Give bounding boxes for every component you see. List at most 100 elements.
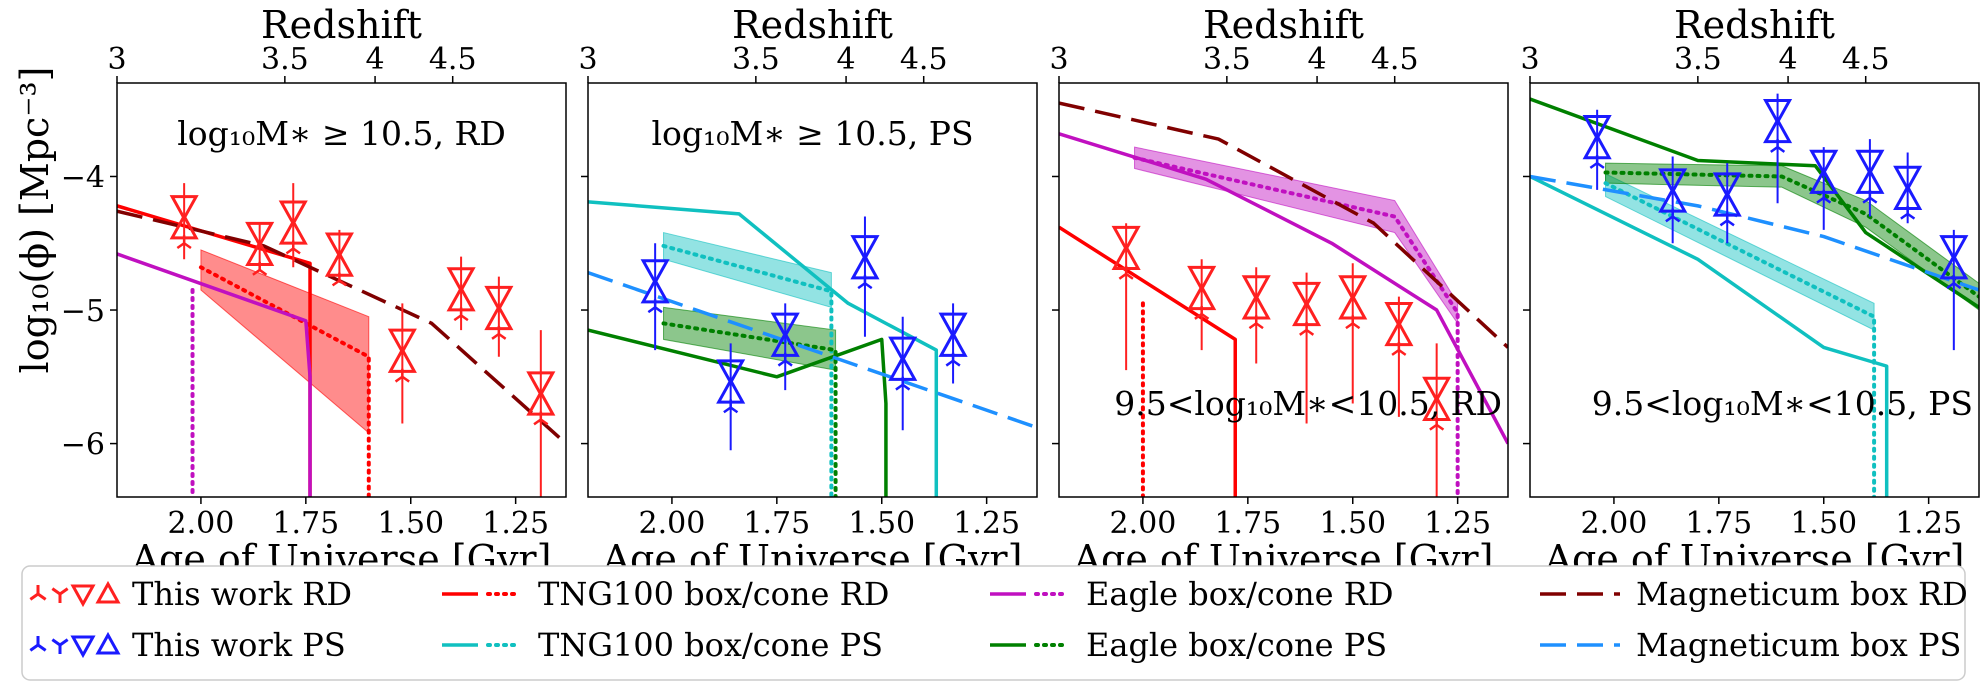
data-point: [1111, 223, 1141, 371]
plot-area: [117, 183, 566, 497]
x-tick-label: 1.75: [743, 506, 810, 541]
marker-tri-down: [1248, 315, 1264, 330]
marker-tri-down: [1391, 342, 1407, 356]
top-tick-label: 4.5: [429, 42, 477, 77]
marker-tri-down: [1589, 155, 1605, 169]
marker-triangle-down: [770, 312, 800, 339]
data-point: [1384, 296, 1414, 417]
legend: This work RD TNG100 box/cone RD Eagle box/…: [21, 565, 1968, 681]
marker-tri-down: [1816, 189, 1832, 204]
data-point: [324, 229, 354, 287]
x-tick-label: 1.75: [272, 506, 339, 541]
plot-area: [1059, 101, 1508, 497]
marker-triangle-down: [245, 221, 275, 249]
marker-tri-down: [1900, 205, 1916, 220]
data-point: [1241, 267, 1271, 364]
marker-tri-down: [491, 326, 507, 340]
marker-triangle-down: [888, 336, 918, 363]
panel-annotation: log₁₀M∗ ≥ 10.5, RD: [177, 114, 506, 153]
data-point: [888, 316, 918, 431]
data-point: [938, 303, 968, 384]
marker-tri-down: [1118, 265, 1134, 280]
data-point: [716, 343, 746, 451]
legend-label: Eagle box/cone PS: [1086, 626, 1387, 664]
top-tick-label: 3.5: [1203, 42, 1251, 77]
top-tick-label: 3: [107, 42, 126, 77]
legend-marker-triangle-up: [95, 631, 121, 655]
marker-tri-down: [945, 352, 961, 367]
data-point: [1893, 152, 1923, 224]
marker-tri-down: [777, 352, 793, 367]
legend-marker-triangle-down: [70, 584, 96, 608]
x-tick-label: 2.00: [1110, 506, 1177, 541]
marker-tri-down: [1665, 208, 1681, 223]
marker-triangle-down: [446, 267, 476, 294]
marker-triangle-down: [1111, 225, 1141, 253]
x-tick-label: 1.25: [953, 506, 1020, 541]
legend-entry: Magneticum box PS: [1540, 626, 1961, 664]
marker-tri-down: [394, 368, 410, 383]
top-tick-label: 3.5: [1674, 42, 1722, 77]
panel-frame: [1529, 82, 1980, 498]
marker-triangle-down: [387, 328, 417, 355]
marker-triangle-down: [1893, 165, 1923, 192]
panel-annotation: 9.5<log₁₀M∗<10.5, PS: [1592, 384, 1973, 423]
data-point: [1422, 343, 1452, 497]
marker-tri-down: [1429, 416, 1445, 431]
marker-triangle-down: [278, 200, 308, 227]
marker-triangle-down: [1939, 235, 1969, 262]
legend-marker-tri-up: [51, 638, 69, 654]
x-tick-label: 1.25: [1424, 506, 1491, 541]
legend-label: TNG100 box/cone RD: [538, 575, 889, 613]
marker-triangle-down: [1241, 275, 1271, 302]
band-eagle-cone-ps: [663, 306, 837, 371]
marker-tri-down: [331, 272, 347, 287]
legend-marker-triangle-up: [95, 580, 121, 604]
marker-triangle-down: [1763, 98, 1793, 126]
series-line-magneticum-box-ps: [588, 270, 1037, 430]
data-point: [1855, 139, 1885, 217]
data-point: [1712, 163, 1742, 244]
x-tick-label: 1.50: [848, 506, 915, 541]
data-point: [1582, 109, 1612, 190]
marker-triangle-down: [526, 371, 556, 398]
marker-tri-down: [895, 376, 911, 391]
marker-triangle-down: [1292, 281, 1322, 309]
marker-tri-down: [1299, 322, 1315, 336]
top-tick-label: 4: [1308, 42, 1327, 77]
legend-marker-tri-up: [51, 587, 69, 603]
series-line-magneticum-box-rd: [1059, 101, 1508, 349]
series-line-magneticum-box-ps: [1530, 174, 1979, 292]
x-tick-label: 2.00: [1581, 506, 1648, 541]
marker-triangle-down: [1712, 172, 1742, 199]
series-line-eagle-cone-rd: [1132, 155, 1460, 497]
marker-tri-down: [176, 235, 192, 250]
y-tick-label: −4: [61, 160, 105, 195]
marker-triangle-down: [716, 359, 746, 386]
marker-tri-down: [1719, 212, 1735, 227]
data-point: [1809, 147, 1839, 230]
top-tick-label: 4: [1779, 42, 1798, 77]
data-point: [526, 330, 556, 497]
marker-triangle-down: [1582, 114, 1612, 142]
marker-triangle-down: [1422, 376, 1452, 403]
top-tick-label: 4: [366, 42, 385, 77]
data-point: [1658, 156, 1688, 244]
legend-label: Magneticum box PS: [1636, 626, 1961, 664]
data-point: [446, 256, 476, 331]
top-tick-label: 3.5: [732, 42, 780, 77]
marker-triangle-down: [850, 235, 880, 262]
top-axis-title: Redshift: [732, 3, 893, 47]
plot-area: [1530, 93, 1979, 497]
marker-tri-down: [723, 399, 739, 414]
data-point: [245, 221, 275, 276]
data-point: [169, 183, 199, 260]
marker-tri-down: [453, 307, 469, 322]
panel-annotation: log₁₀M∗ ≥ 10.5, PS: [651, 114, 973, 153]
x-tick-label: 1.50: [1319, 506, 1386, 541]
marker-triangle-down: [1338, 275, 1368, 302]
data-point: [640, 243, 670, 351]
